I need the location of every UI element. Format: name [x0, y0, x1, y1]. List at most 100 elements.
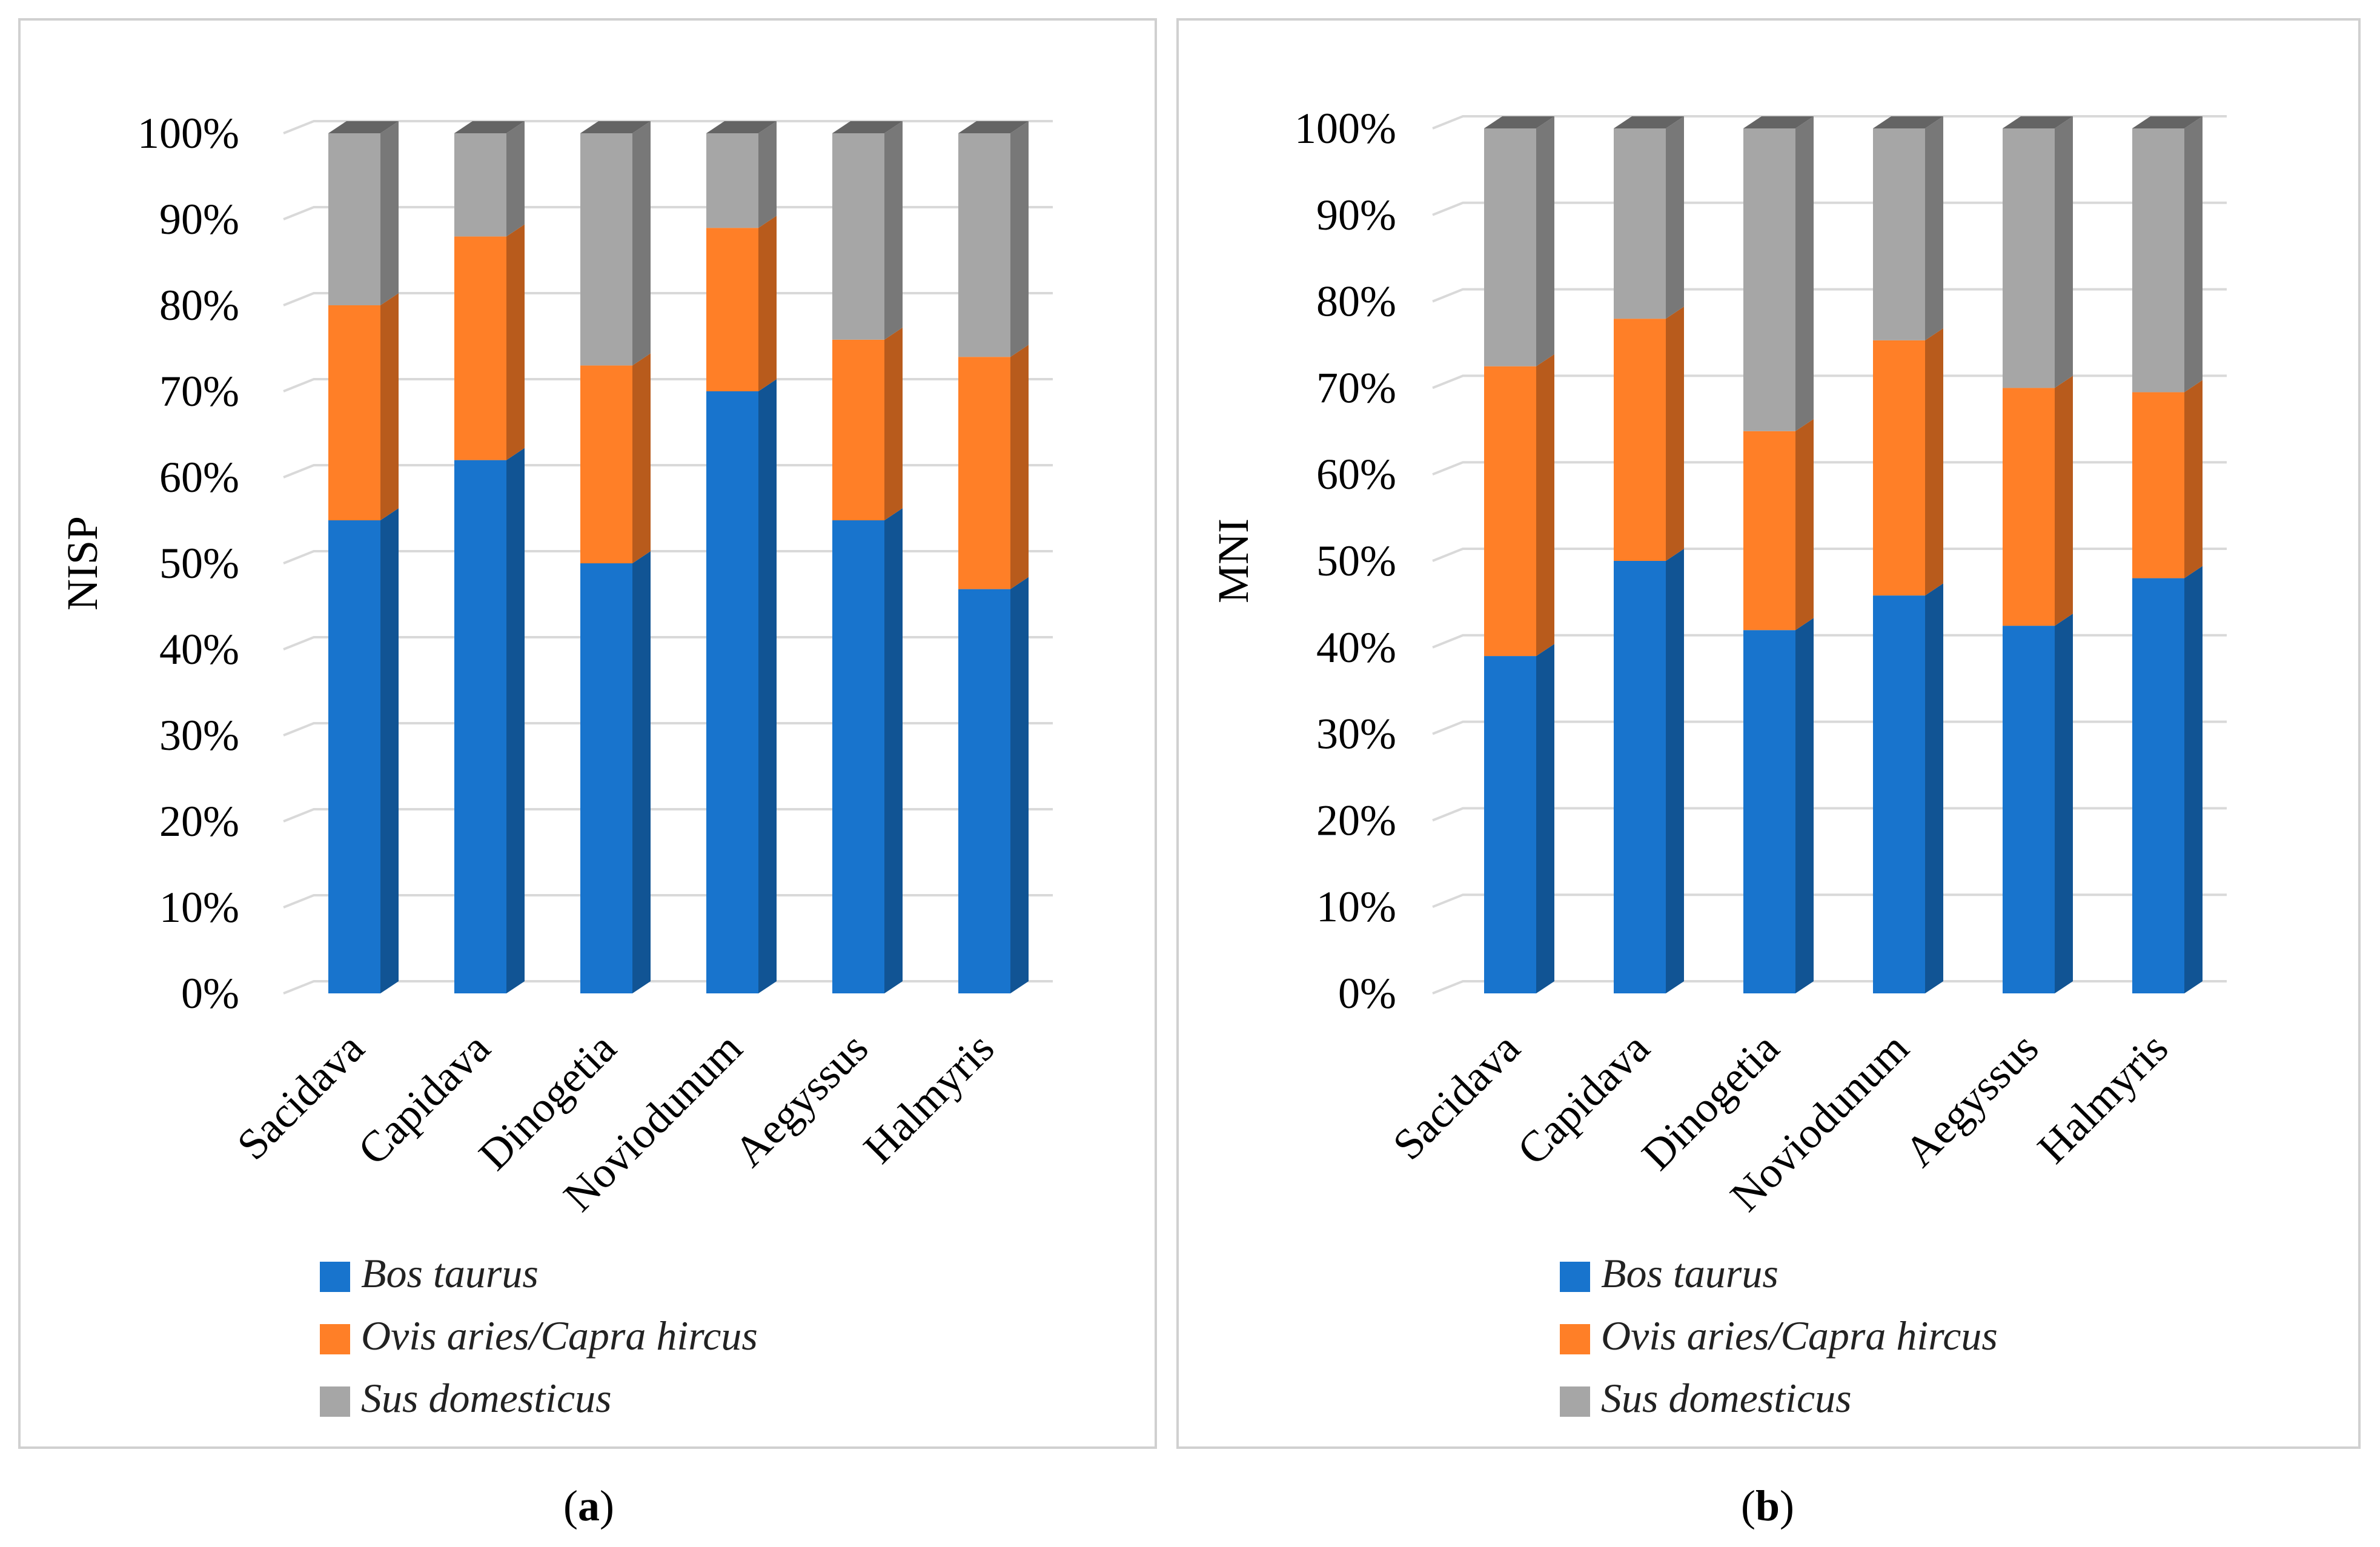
legend-swatch: [1560, 1324, 1590, 1354]
legend-swatch: [320, 1386, 350, 1417]
bar-side: [1666, 306, 1684, 561]
bar-side: [758, 379, 777, 993]
gridline: [1432, 807, 2227, 822]
gridline: [1432, 115, 2227, 130]
bar-top: [2132, 116, 2203, 128]
y-tick-label: 20%: [159, 797, 239, 846]
legend-label: Ovis aries/Capra hircus: [1601, 1313, 1998, 1359]
bar-side: [2184, 380, 2203, 578]
bar-top: [832, 121, 903, 133]
bar-side: [506, 448, 525, 993]
bar-ovis-aegyssus: [832, 339, 884, 520]
bar-ovis-sacidava: [1484, 366, 1536, 657]
bar-sus-aegyssus: [2003, 128, 2055, 388]
bar-side: [2055, 376, 2073, 626]
legend-label: Bos taurus: [1601, 1250, 1778, 1296]
y-tick-label: 10%: [159, 883, 239, 932]
bar-top: [328, 121, 399, 133]
y-tick-label: 100%: [1294, 104, 1396, 153]
gridline: [283, 808, 1053, 823]
y-tick-label: 0%: [181, 969, 239, 1018]
bar-side: [380, 293, 399, 520]
panel-caption: (b): [1741, 1482, 1794, 1530]
y-tick-label: 0%: [1338, 969, 1396, 1018]
gridline: [283, 292, 1053, 306]
gridline: [283, 206, 1053, 220]
bar-top: [958, 121, 1029, 133]
bar-side: [1536, 354, 1554, 657]
legend-label: Bos taurus: [361, 1250, 539, 1296]
bar-top: [1743, 116, 1814, 128]
bar-ovis-dinogetia: [580, 365, 632, 563]
chart-panel-b: 0%10%20%30%40%50%60%70%80%90%100%MNISaci…: [1176, 18, 2361, 1530]
y-tick-label: 10%: [1316, 883, 1396, 931]
bar-side: [1536, 116, 1554, 366]
bar-top: [1484, 116, 1554, 128]
gridline: [1432, 980, 2227, 995]
bar-bos-sacidava: [328, 520, 380, 993]
gridline: [283, 722, 1053, 737]
y-axis-title: NISP: [58, 516, 107, 611]
bar-bos-noviodunum: [706, 391, 758, 993]
bar-sus-dinogetia: [580, 133, 632, 366]
y-tick-label: 60%: [1316, 450, 1396, 499]
caption-paren: ): [1780, 1482, 1794, 1530]
caption-letter: b: [1755, 1482, 1780, 1530]
gridline: [283, 378, 1053, 393]
gridline: [283, 120, 1053, 134]
bar-ovis-dinogetia: [1743, 431, 1795, 631]
bar-ovis-capidava: [1614, 319, 1666, 561]
bar-top: [454, 121, 525, 133]
gridline: [283, 464, 1053, 479]
bar-side: [506, 224, 525, 460]
gridline: [283, 980, 1053, 995]
y-axis-title: MNI: [1209, 518, 1258, 603]
bar-sus-noviodunum: [706, 133, 758, 228]
bar-sus-dinogetia: [1743, 128, 1795, 431]
y-tick-label: 40%: [159, 625, 239, 674]
y-tick-label: 30%: [1316, 710, 1396, 758]
bar-side: [1010, 345, 1029, 589]
bar-side: [2184, 566, 2203, 993]
y-tick-label: 80%: [1316, 277, 1396, 326]
bar-top: [706, 121, 777, 133]
bar-sus-aegyssus: [832, 133, 884, 340]
legend-label: Sus domesticus: [1601, 1375, 1852, 1421]
y-tick-label: 30%: [159, 711, 239, 760]
bar-side: [1795, 419, 1814, 631]
bar-top: [580, 121, 651, 133]
y-tick-label: 20%: [1316, 796, 1396, 844]
bar-sus-halmyris: [958, 133, 1010, 357]
bar-side: [2055, 614, 2073, 993]
bar-sus-sacidava: [328, 133, 380, 305]
bar-side: [758, 121, 777, 228]
bar-bos-aegyssus: [2003, 626, 2055, 993]
bar-top: [1873, 116, 1943, 128]
gridline: [1432, 634, 2227, 649]
y-tick-label: 80%: [159, 281, 239, 330]
bar-side: [632, 121, 651, 366]
bar-bos-dinogetia: [580, 563, 632, 993]
y-tick-label: 70%: [1316, 363, 1396, 412]
bar-ovis-sacidava: [328, 305, 380, 520]
bar-side: [1666, 549, 1684, 993]
legend-swatch: [320, 1324, 350, 1354]
bar-side: [632, 551, 651, 993]
gridline: [1432, 288, 2227, 303]
bar-bos-sacidava: [1484, 656, 1536, 993]
bar-side: [1536, 644, 1554, 993]
y-tick-label: 60%: [159, 453, 239, 502]
y-tick-label: 40%: [1316, 623, 1396, 672]
bar-side: [884, 327, 903, 520]
gridline: [1432, 893, 2227, 909]
bar-sus-capidava: [454, 133, 506, 237]
bar-side: [884, 508, 903, 993]
legend-swatch: [1560, 1386, 1590, 1417]
legend-swatch: [320, 1262, 350, 1292]
bar-bos-dinogetia: [1743, 630, 1795, 993]
bar-ovis-noviodunum: [706, 228, 758, 391]
caption-letter: a: [578, 1482, 600, 1530]
legend-label: Ovis aries/Capra hircus: [361, 1313, 758, 1359]
gridline: [283, 894, 1053, 909]
